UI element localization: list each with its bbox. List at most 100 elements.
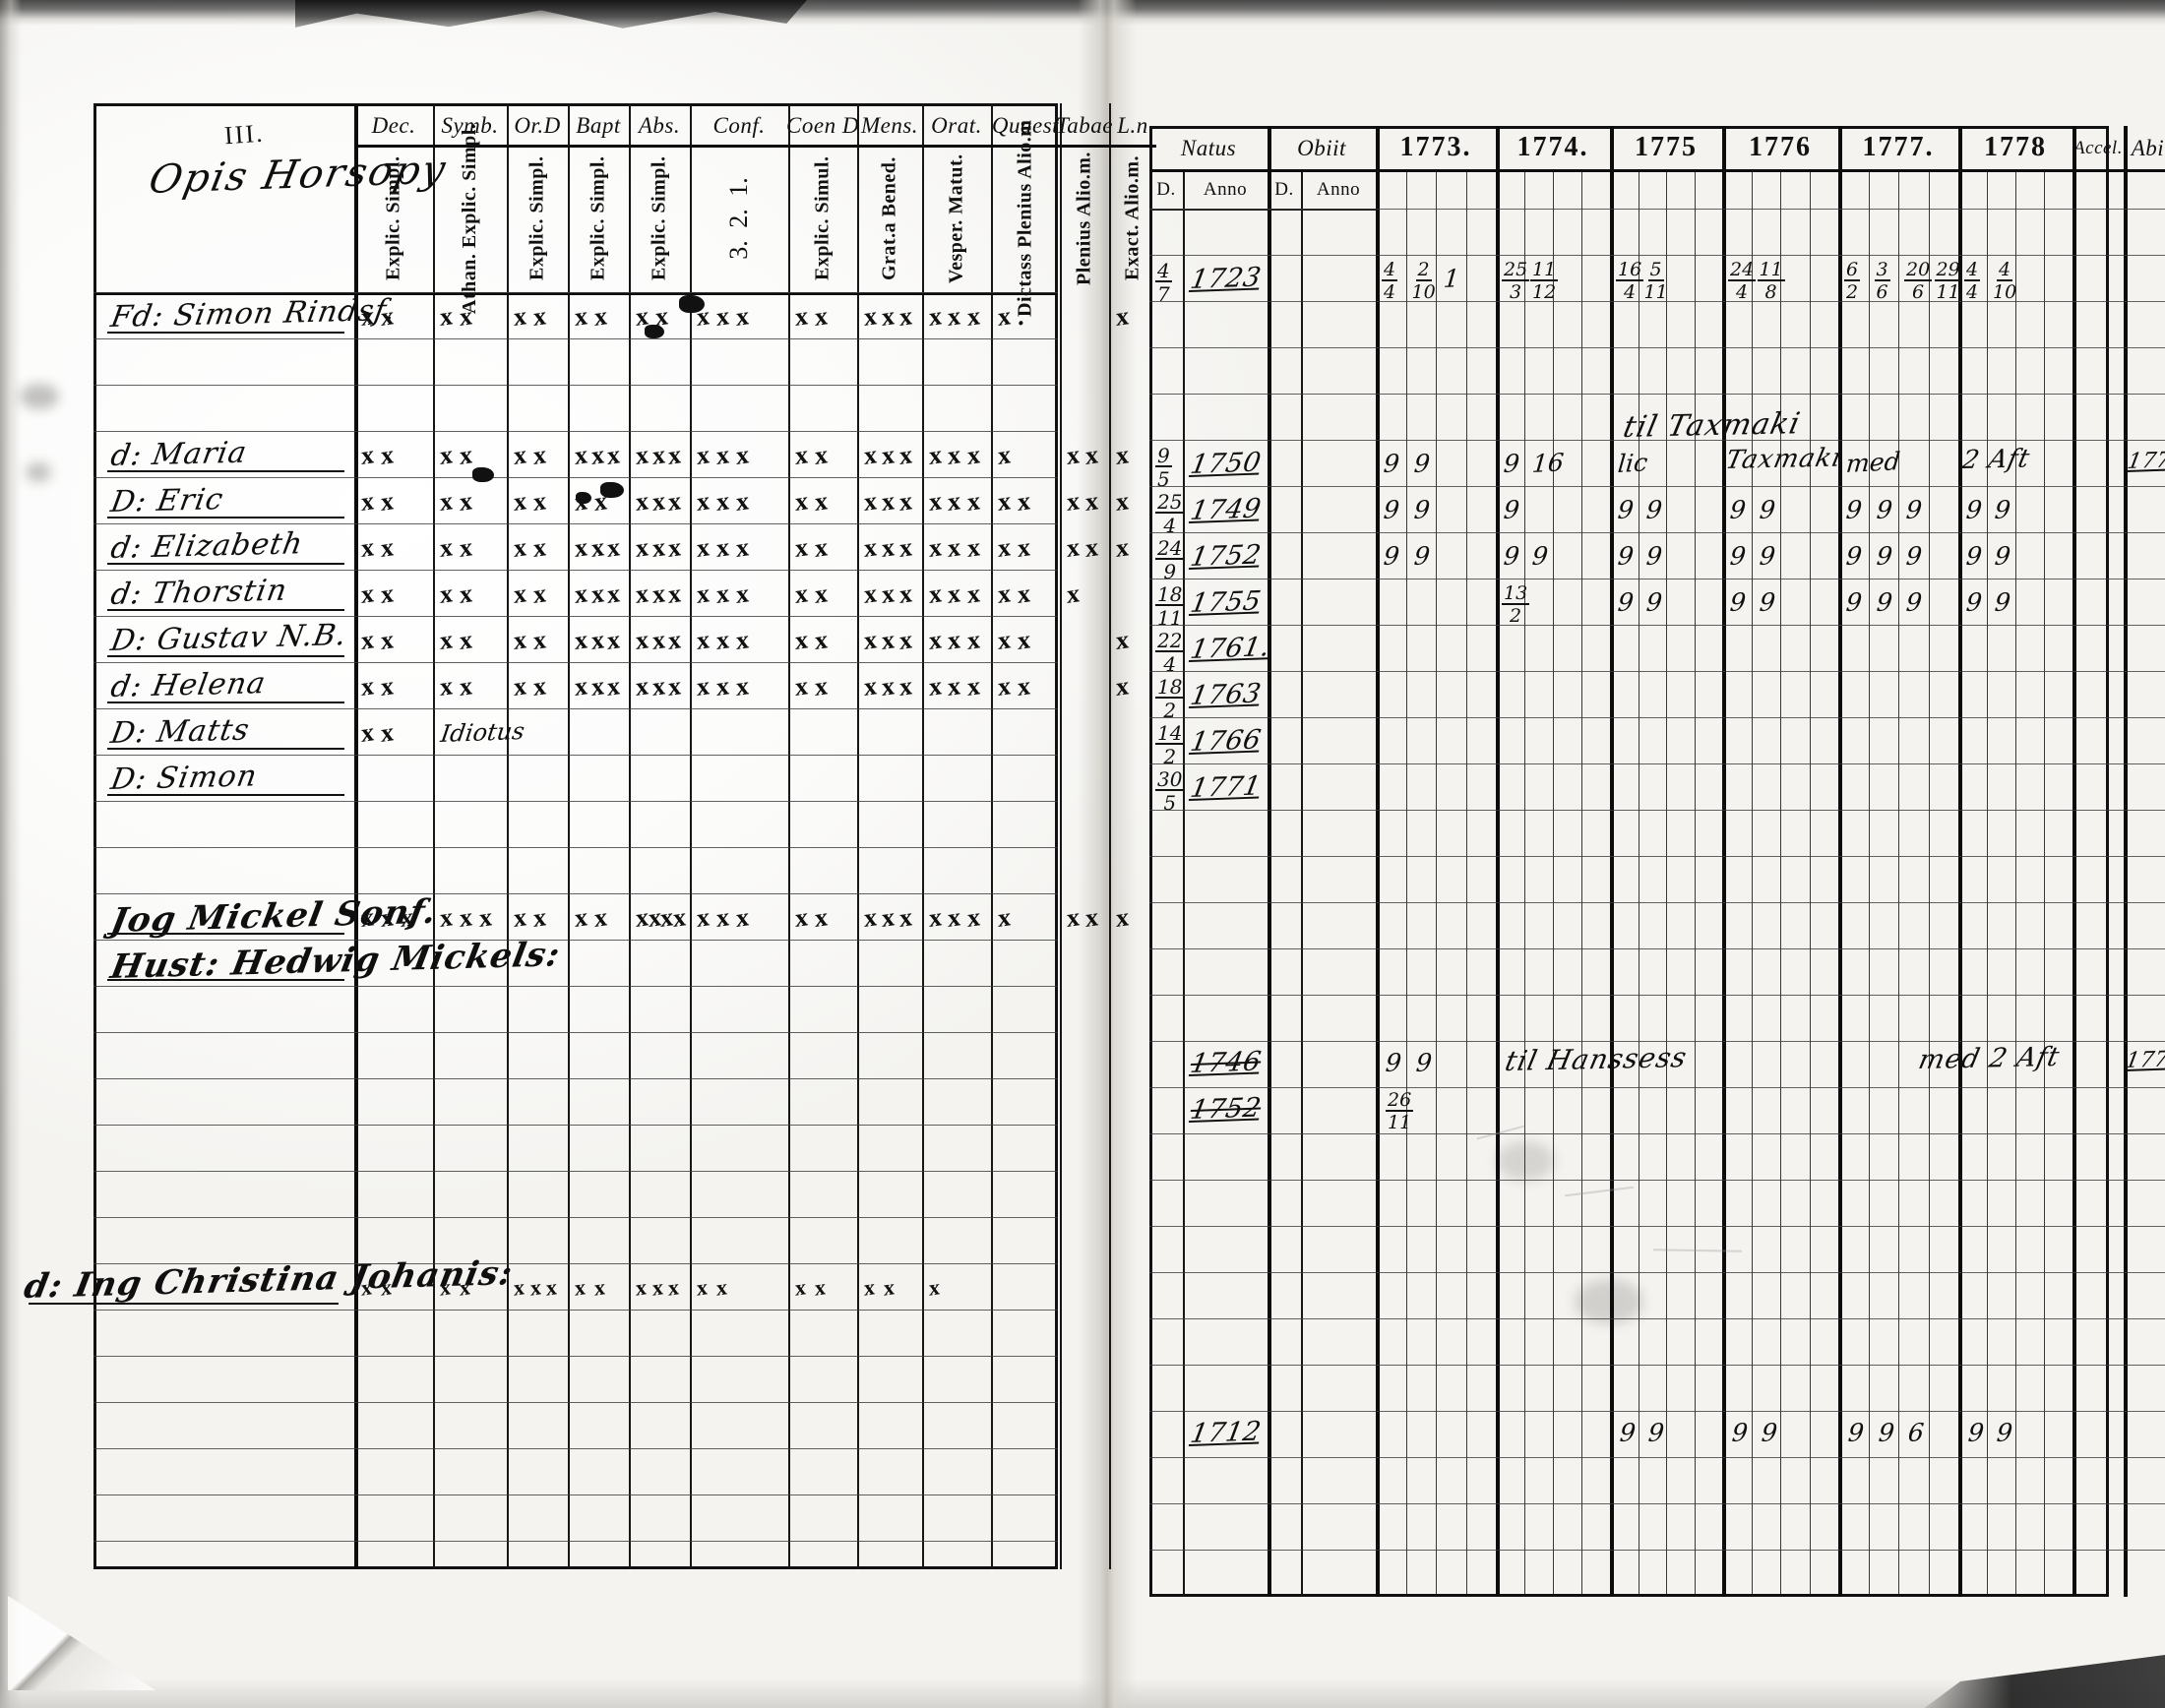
check-mark: x	[814, 301, 829, 332]
check-mark: x	[794, 579, 809, 609]
natus-day-numerator: 18	[1155, 675, 1185, 699]
right-table-group-divider	[1838, 126, 1842, 1597]
check-mark: x	[814, 532, 829, 563]
left-column-subheader-tabae: Plenius Alio.m.	[1073, 152, 1095, 285]
check-mark: x	[883, 1274, 896, 1301]
check-mark: x	[672, 902, 686, 933]
check-mark: x	[1115, 301, 1130, 332]
check-mark: x	[574, 532, 588, 563]
name-underline	[107, 655, 344, 657]
check-mark: x	[947, 625, 961, 655]
check-mark: x	[696, 440, 711, 470]
check-mark: x	[513, 486, 527, 517]
check-mark: x	[794, 440, 809, 470]
left-table-column-divider	[507, 103, 509, 1569]
check-mark: x	[715, 486, 730, 517]
natus-year: 1749	[1188, 493, 1264, 526]
right-table-group-divider	[1268, 126, 1271, 1597]
check-mark: x	[966, 625, 981, 655]
visit-month: 10	[1411, 281, 1436, 303]
check-mark: x	[532, 301, 547, 332]
right-table-row-rule	[1149, 1272, 2165, 1273]
right-column-header-1775: 1775	[1635, 132, 1698, 162]
attendance-mark: 9	[1877, 1418, 1895, 1447]
right-table-row-rule	[1149, 625, 2165, 626]
check-mark: x	[459, 532, 473, 563]
right-table-row-rule	[1149, 1180, 2165, 1181]
year-sub-divider	[1581, 169, 1582, 1597]
check-mark: x	[532, 625, 547, 655]
attendance-mark: 9	[1758, 587, 1776, 617]
visit-day: 26	[1386, 1089, 1414, 1112]
left-table-row-rule	[93, 385, 1058, 386]
check-mark: x	[459, 671, 473, 702]
left-column-header-dec: Dec.	[371, 112, 416, 138]
check-mark: x	[696, 579, 711, 609]
year-sub-divider	[1928, 169, 1930, 1597]
natus-year-struck: 1752	[1188, 1092, 1264, 1126]
check-mark: x	[735, 440, 750, 470]
check-mark: x	[513, 532, 527, 563]
right-table-row-rule	[1149, 209, 2165, 210]
right-table-row-rule	[1149, 1503, 2165, 1504]
check-mark: x	[513, 625, 527, 655]
year-sub-divider	[1465, 169, 1467, 1597]
natus-day-fraction: 18 11	[1155, 584, 1185, 628]
left-table-row-rule	[93, 1032, 1058, 1033]
visit-day: 11	[1530, 259, 1559, 281]
attendance-mark: 9	[1993, 541, 2012, 571]
left-table-column-divider	[568, 103, 570, 1569]
check-mark: x	[898, 440, 913, 470]
visit-day: 4	[1997, 259, 2013, 281]
check-mark: x	[459, 1274, 471, 1301]
check-mark: x	[881, 532, 896, 563]
right-table-row-rule	[1149, 440, 2165, 441]
check-mark: x	[513, 440, 527, 470]
left-table-row-rule	[93, 338, 1058, 339]
attendance-mark: 9	[1616, 587, 1636, 617]
left-table-column-divider	[857, 103, 859, 1569]
page-corner-fold	[8, 1596, 155, 1690]
check-mark: x	[814, 671, 829, 702]
right-table-row-rule	[1149, 1457, 2165, 1458]
check-mark: x	[898, 671, 913, 702]
left-column-header-ord: Or.D	[514, 112, 561, 138]
attendance-mark: 9	[1644, 495, 1663, 524]
check-mark: x	[928, 671, 943, 702]
check-mark: x	[928, 902, 943, 933]
left-column-subheader-quaest: Dictass Plenius Alio.m	[1014, 119, 1036, 318]
year-sub-divider	[1553, 169, 1554, 1597]
right-table-row-rule	[1149, 717, 2165, 718]
check-mark: x	[606, 625, 621, 655]
check-mark: x	[532, 440, 547, 470]
right-table-row-rule	[1149, 1550, 2165, 1551]
check-mark: x	[863, 625, 878, 655]
left-table-row-rule	[93, 292, 1058, 293]
attendance-mark: 9	[1904, 541, 1924, 571]
check-mark: x	[635, 486, 650, 517]
check-mark: x	[590, 440, 605, 470]
check-mark: x	[478, 902, 493, 933]
check-mark: x	[439, 532, 454, 563]
check-mark: x	[380, 579, 395, 609]
right-column-header-1776: 1776	[1749, 132, 1812, 162]
check-mark: x	[459, 486, 473, 517]
left-column-subheader-coend: Explic. Simul.	[811, 155, 834, 281]
attendance-mark: 9	[1730, 1418, 1750, 1447]
visit-month: 11	[1936, 281, 1960, 303]
right-subheader-rule	[1149, 209, 1376, 211]
visit-day: 2	[1415, 259, 1432, 281]
left-table-row-rule	[93, 801, 1058, 802]
check-mark: x	[794, 902, 809, 933]
left-table-row-rule	[93, 523, 1058, 524]
visit-month: 10	[1993, 281, 2017, 303]
check-mark: x	[590, 579, 605, 609]
right-column-header-1774: 1774.	[1516, 132, 1589, 162]
check-mark: x	[545, 1274, 558, 1301]
left-table-row-rule	[93, 1310, 1058, 1311]
left-column-header-symb: Symb.	[441, 112, 499, 138]
check-mark: x	[439, 486, 454, 517]
visit-month: 12	[1532, 281, 1557, 303]
